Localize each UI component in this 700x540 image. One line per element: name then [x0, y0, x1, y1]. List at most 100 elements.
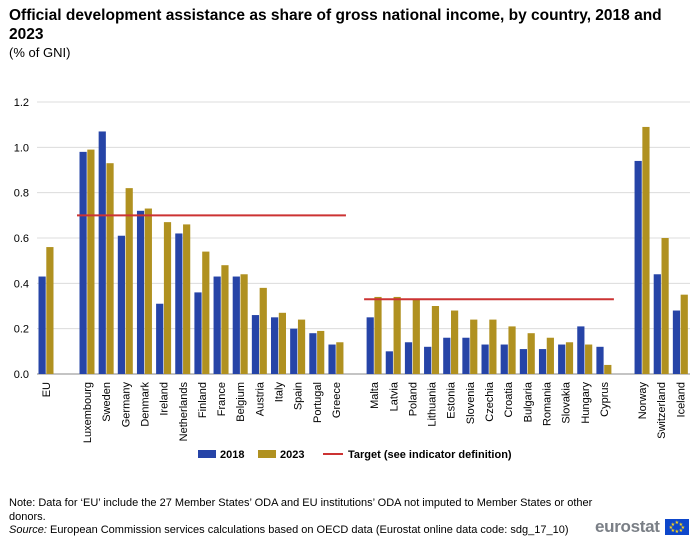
x-tick-label: Switzerland — [656, 382, 668, 439]
bar-2018-cyprus — [596, 346, 604, 374]
x-tick-label: Croatia — [503, 381, 515, 417]
bar-2018-belgium — [232, 276, 240, 374]
bar-2023-greece — [336, 342, 344, 374]
x-tick-label: Slovakia — [561, 381, 573, 423]
bar-2018-malta — [366, 317, 374, 374]
bar-2023-malta — [374, 296, 382, 374]
x-tick-label: Spain — [293, 382, 305, 410]
chart-subtitle: (% of GNI) — [9, 45, 71, 60]
y-tick-label: 0.8 — [14, 188, 29, 200]
x-tick-label: Bulgaria — [522, 381, 534, 422]
bar-2023-eu — [46, 247, 54, 374]
legend-label-2023: 2023 — [280, 449, 304, 461]
bar-2023-finland — [202, 251, 210, 374]
source-line: Source: European Commission services cal… — [9, 523, 569, 537]
bar-2018-ireland — [156, 303, 164, 374]
legend-label-target: Target (see indicator definition) — [348, 449, 512, 461]
x-tick-label: Sweden — [101, 382, 113, 422]
x-tick-label: Italy — [274, 382, 286, 403]
bar-2023-iceland — [680, 294, 688, 374]
x-tick-label: Iceland — [675, 382, 687, 417]
bar-2018-austria — [251, 315, 260, 374]
bar-2023-poland — [412, 299, 420, 374]
x-tick-label: Finland — [197, 382, 209, 418]
eu-flag-icon: ★ ★ ★ ★ ★ ★ ★ ★ — [664, 519, 689, 535]
legend-swatch-2018 — [198, 450, 216, 458]
x-tick-label: Norway — [637, 382, 649, 420]
x-tick-label: Poland — [407, 382, 419, 416]
bar-2023-ireland — [163, 222, 172, 374]
bar-2023-cyprus — [604, 364, 612, 374]
bar-2023-slovenia — [470, 319, 478, 374]
bar-2023-belgium — [240, 274, 248, 374]
y-tick-label: 1.0 — [14, 142, 29, 154]
eurostat-logo-text: eurostat — [595, 517, 660, 536]
x-tick-label: Malta — [369, 381, 381, 409]
bar-2018-norway — [634, 160, 642, 374]
y-tick-label: 0.6 — [14, 233, 29, 245]
bar-2023-romania — [546, 337, 554, 374]
x-tick-label: Latvia — [388, 381, 400, 411]
x-tick-label: Germany — [120, 382, 132, 428]
bar-2023-czechia — [489, 319, 497, 374]
x-tick-label: Slovenia — [465, 381, 477, 424]
bar-2018-lithuania — [424, 346, 432, 374]
bar-2018-estonia — [443, 337, 451, 374]
x-tick-label: Lithuania — [427, 381, 439, 427]
eurostat-logo: eurostat ★ ★ ★ ★ ★ ★ ★ ★ — [595, 517, 689, 537]
bar-2018-slovenia — [462, 337, 470, 374]
legend-swatch-2023 — [258, 450, 276, 458]
bar-2018-eu — [38, 276, 46, 374]
x-tick-label: Luxembourg — [82, 382, 94, 443]
bar-2023-italy — [278, 312, 286, 374]
bar-2018-denmark — [136, 210, 145, 374]
y-tick-label: 0.0 — [14, 369, 29, 381]
source-text: European Commission services calculation… — [46, 524, 569, 536]
x-tick-label: Netherlands — [178, 382, 190, 442]
bar-2018-finland — [194, 292, 202, 374]
bar-2018-czechia — [481, 344, 489, 374]
y-tick-label: 0.2 — [14, 324, 29, 336]
bar-2023-estonia — [451, 310, 459, 374]
bar-2018-iceland — [672, 310, 681, 374]
bar-chart: 0.0 0.2 0.4 0.6 0.8 1.0 1.2 EU Luxembourg Sweden G… — [14, 97, 690, 461]
bar-2023-hungary — [585, 344, 593, 374]
bar-2018-greece — [328, 344, 336, 374]
bar-2023-sweden — [106, 163, 114, 374]
bar-2018-italy — [271, 317, 279, 374]
bar-2018-switzerland — [653, 274, 661, 374]
bar-2018-hungary — [577, 326, 585, 374]
bar-2023-germany — [125, 188, 133, 374]
x-tick-label: EU — [41, 382, 53, 397]
bar-2018-sweden — [98, 131, 106, 374]
bar-2023-switzerland — [661, 238, 669, 374]
bar-2018-slovakia — [558, 344, 566, 374]
bar-2018-france — [213, 276, 221, 374]
x-tick-label: Austria — [254, 381, 266, 416]
bar-2018-germany — [117, 235, 125, 374]
x-tick-label: Czechia — [484, 381, 496, 422]
x-tick-label: France — [216, 382, 228, 416]
x-tick-label: Cyprus — [599, 382, 611, 417]
bar-2023-netherlands — [183, 224, 191, 374]
bar-2018-latvia — [385, 351, 393, 374]
bar-2023-croatia — [508, 326, 516, 374]
bar-2023-norway — [642, 126, 650, 374]
bar-2018-netherlands — [175, 233, 183, 374]
bar-2023-france — [221, 265, 229, 374]
bar-2018-romania — [538, 349, 547, 374]
x-tick-label: Hungary — [580, 382, 592, 424]
footnote: Note: Data for ‘EU’ include the 27 Membe… — [9, 497, 593, 523]
bar-2023-portugal — [317, 330, 325, 374]
y-tick-label: 0.4 — [14, 278, 29, 290]
bar-2018-bulgaria — [519, 349, 527, 374]
bar-2018-spain — [290, 328, 298, 374]
bar-2023-bulgaria — [527, 333, 535, 374]
bar-2018-poland — [404, 342, 413, 374]
x-tick-label: Portugal — [312, 382, 324, 423]
bar-2018-luxembourg — [79, 151, 87, 374]
x-tick-label: Estonia — [446, 381, 458, 419]
bar-2023-spain — [297, 319, 306, 374]
bar-2023-lithuania — [431, 306, 440, 374]
bar-2023-luxembourg — [87, 149, 95, 374]
